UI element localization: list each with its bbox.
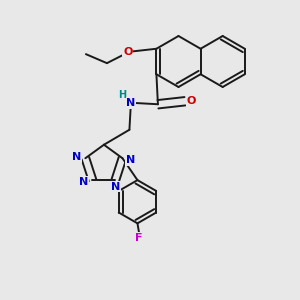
Text: N: N [80, 176, 89, 187]
Text: N: N [111, 182, 121, 192]
Text: O: O [123, 47, 133, 57]
Text: O: O [187, 96, 196, 106]
Text: F: F [135, 233, 143, 243]
Text: N: N [126, 98, 136, 108]
Text: H: H [118, 90, 126, 100]
Text: N: N [126, 155, 136, 165]
Text: N: N [72, 152, 82, 162]
